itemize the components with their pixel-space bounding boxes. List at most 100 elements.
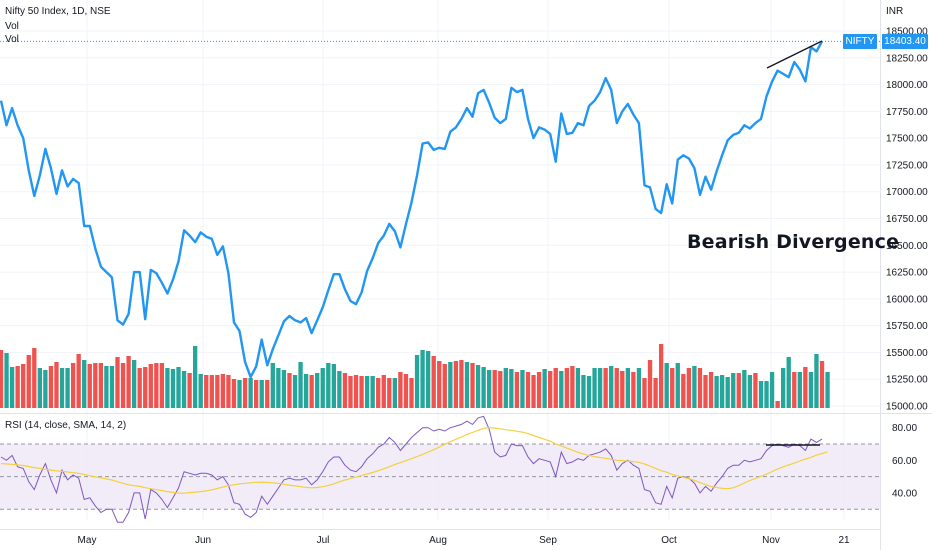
volume-bar [93, 363, 98, 408]
volume-bar [764, 381, 769, 408]
volume-bar [226, 375, 231, 408]
volume-bar [137, 368, 142, 408]
volume-bar [603, 368, 608, 408]
volume-bar [481, 367, 486, 408]
volume-bar [736, 373, 741, 408]
volume-bar [281, 370, 287, 408]
volume-bar [326, 363, 331, 408]
volume-bar [348, 376, 353, 408]
volume-bar [714, 376, 719, 408]
volume-bar [259, 380, 264, 408]
volume-bar [414, 355, 420, 408]
rsi-tick-label: 60.00 [892, 456, 917, 467]
rsi-band [0, 444, 880, 510]
y-tick-label: 18000.00 [886, 80, 928, 91]
volume-bar [70, 363, 76, 408]
x-tick-label: Jun [195, 535, 211, 546]
volume-bar [498, 371, 503, 408]
y-tick-label: 17000.00 [886, 187, 928, 198]
volume-bar [431, 356, 436, 408]
volume-bar [87, 364, 92, 408]
volume-bar [65, 368, 70, 408]
x-tick-label: Oct [661, 535, 677, 546]
volume-bar [703, 375, 708, 408]
volume-bar [254, 380, 259, 408]
volume-bar [819, 361, 825, 408]
volume-bar [376, 378, 381, 408]
volume-bar [387, 378, 392, 408]
volume-bar [664, 363, 669, 408]
volume-bar [825, 372, 830, 408]
rsi-label: RSI (14, close, SMA, 14, 2) [5, 420, 127, 431]
rsi-line [0, 415, 823, 523]
x-tick-label: May [78, 535, 97, 546]
volume-bar [37, 368, 42, 408]
rsi-ma-line [0, 427, 828, 494]
volume-bar [242, 378, 248, 408]
volume-bar [287, 373, 292, 408]
volume-bar [392, 378, 398, 408]
volume-bar [192, 346, 198, 408]
volume-bar [342, 373, 348, 408]
volume-bar [131, 360, 137, 408]
volume-bar [475, 365, 481, 408]
volume-bar [742, 370, 747, 408]
volume-bar [753, 373, 758, 408]
volume-bar [298, 362, 303, 408]
volume-bar [26, 355, 31, 408]
x-tick-label: Nov [762, 535, 780, 546]
divergence-trendline-price [766, 40, 823, 69]
volume-bar [215, 375, 220, 408]
volume-bar [636, 368, 642, 408]
volume-bar [109, 366, 115, 408]
volume-bar [320, 368, 325, 408]
x-tick-label: Aug [429, 535, 447, 546]
x-tick-label: Jul [317, 535, 330, 546]
volume-bar [670, 368, 675, 408]
volume-bar [126, 356, 131, 408]
volume-bar [425, 351, 431, 408]
volume-bar [331, 364, 337, 408]
volume-bar [398, 372, 403, 408]
volume-bar [503, 368, 508, 408]
symbol-tag: NIFTY [843, 34, 877, 49]
rsi-tick-label: 40.00 [892, 488, 917, 499]
volume-bar [15, 366, 20, 408]
last-price-tag: 18403.40 [882, 34, 928, 49]
volume-bar [448, 362, 453, 408]
volume-bar [592, 368, 597, 408]
volume-bar [409, 378, 414, 408]
volume-bar [303, 374, 309, 408]
volume-bar [719, 375, 725, 408]
volume-bar [686, 368, 692, 408]
volume-bar [220, 374, 226, 408]
x-tick-label: 21 [838, 535, 850, 546]
volume-bar [43, 370, 48, 408]
volume-bar [792, 372, 797, 408]
volume-bar [486, 370, 492, 408]
volume-bar [442, 364, 447, 408]
chart-title: Nifty 50 Index, 1D, NSE [5, 6, 111, 17]
volume-bar [769, 372, 775, 408]
volume-bar [653, 378, 658, 408]
volume-bar [681, 374, 686, 408]
volume-bar [420, 350, 425, 408]
volume-bar [143, 367, 148, 408]
volume-label-2: Vol [5, 34, 19, 45]
volume-bar [559, 371, 564, 408]
volume-bar [265, 380, 270, 408]
volume-bar [697, 368, 703, 408]
volume-bar [364, 376, 370, 408]
volume-bar [0, 350, 4, 408]
volume-bar [59, 368, 65, 408]
volume-bar [803, 367, 808, 408]
volume-bars [0, 344, 830, 408]
y-tick-label: 17500.00 [886, 134, 928, 145]
volume-bar [775, 401, 780, 408]
volume-bar [642, 378, 647, 408]
volume-bar [509, 369, 514, 408]
currency-label: INR [886, 6, 903, 17]
y-tick-label: 16000.00 [886, 294, 928, 305]
